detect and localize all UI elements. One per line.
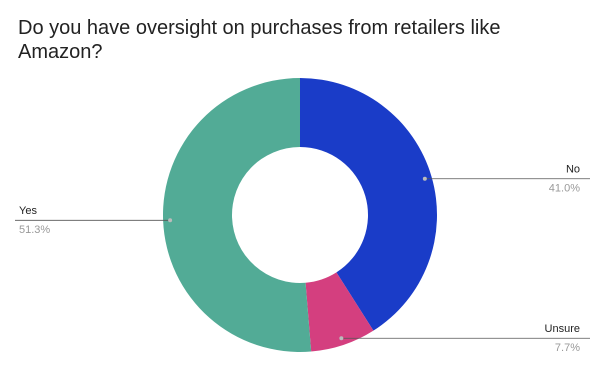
slice — [300, 78, 437, 331]
leader-dot — [422, 176, 427, 181]
legend-label: Yes — [19, 205, 37, 217]
slice — [305, 272, 374, 352]
leader-dot — [339, 336, 344, 341]
chart-title: Do you have oversight on purchases from … — [18, 17, 501, 63]
value-label: 7.7% — [555, 342, 580, 354]
legend-label: Unsure — [545, 323, 580, 335]
leader-dot — [168, 218, 173, 223]
value-label: 51.3% — [19, 224, 50, 236]
value-label: 41.0% — [549, 183, 580, 195]
slice — [163, 78, 312, 352]
legend-label: No — [566, 164, 580, 176]
